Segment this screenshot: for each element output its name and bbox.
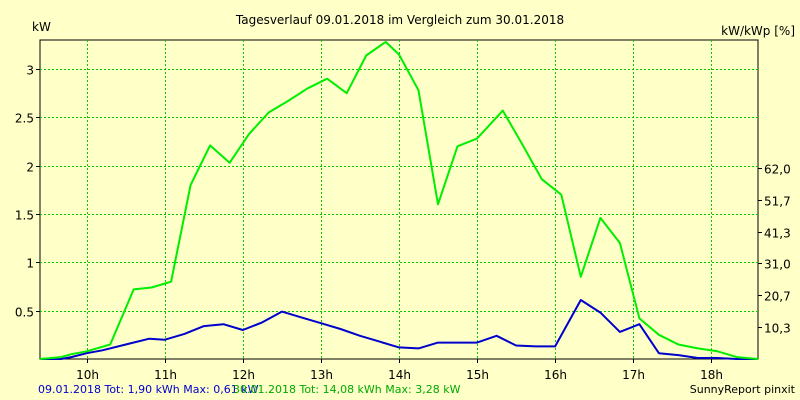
y-axis-label-right: kW/kWp [%] [721,24,795,38]
chart-title: Tagesverlauf 09.01.2018 im Vergleich zum… [235,13,564,27]
y-tick-label: 1 [26,257,34,271]
x-tick-label: 14h [388,368,411,382]
series-group [39,40,759,360]
y2-tick-label: 20,7 [764,290,791,304]
x-tick-label: 16h [544,368,567,382]
y2-tick-label: 62,0 [764,163,791,177]
y-tick-label: 1.5 [15,209,34,223]
y2-tick-label: 31,0 [764,258,791,272]
axis-ticks: 10h 11h 12h 13h 14h 15h 16h 17h 18h0.511.522.531… [15,64,791,383]
y2-tick-label: 41,3 [764,227,791,241]
footer-series-2-summary: 30.01.2018 Tot: 14,08 kWh Max: 3,28 kW [233,383,461,396]
x-tick-label: 10h [76,368,99,382]
y2-tick-label: 10,3 [764,322,791,336]
footer-series-1-summary: 09.01.2018 Tot: 1,90 kWh Max: 0,61 kW [38,383,259,396]
series-line-2 [39,40,759,360]
y-tick-label: 0.5 [15,306,34,320]
grid [40,40,758,359]
x-tick-label: 13h [310,368,333,382]
plot-area [39,39,759,360]
x-tick-label: 17h [622,368,645,382]
x-tick-label: 11h [154,368,177,382]
x-tick-label: 18h [700,368,723,382]
y-tick-label: 3 [26,64,34,78]
x-tick-label: 12h [232,368,255,382]
footer-credit: SunnyReport pinxit [690,383,796,396]
x-tick-label: 15h [466,368,489,382]
y-tick-label: 2.5 [15,112,34,126]
y-tick-label: 2 [26,161,34,175]
series-line-1 [40,299,758,360]
y-axis-label-left: kW [32,20,51,34]
y2-tick-label: 51,7 [764,195,791,209]
